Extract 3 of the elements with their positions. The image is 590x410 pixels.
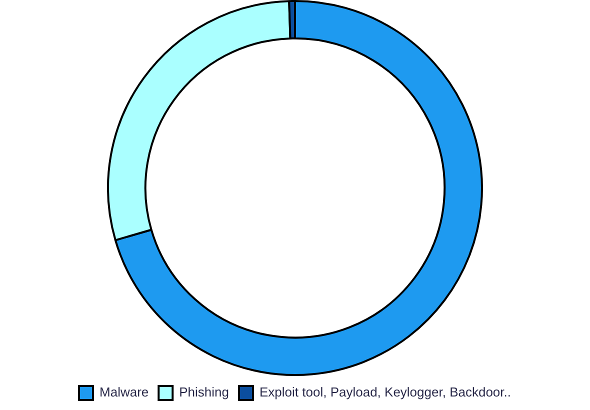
legend-label: Exploit tool, Payload, Keylogger, Backdoor.. <box>260 384 511 400</box>
legend-label: Malware <box>100 384 149 400</box>
legend-label: Phishing <box>179 384 230 400</box>
